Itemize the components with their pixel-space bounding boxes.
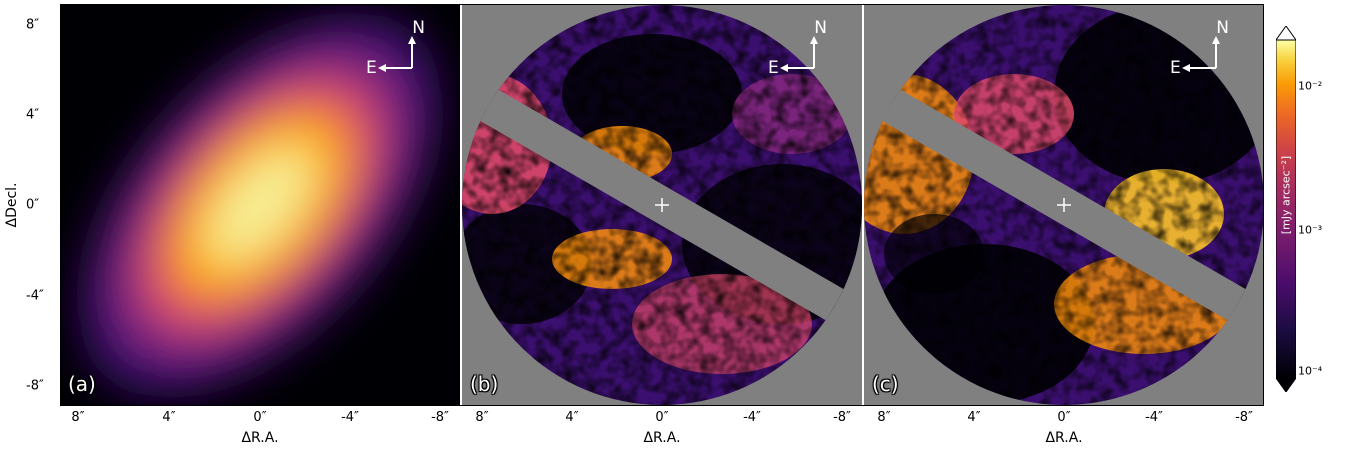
colorbar-extend-top xyxy=(1276,26,1296,41)
north-label: N xyxy=(1216,18,1229,38)
panel-c-image xyxy=(864,4,1264,406)
panel-label-c: (c) xyxy=(872,372,899,396)
y-tick-label: 0″ xyxy=(26,197,40,213)
y-tick-label: -4″ xyxy=(26,288,44,304)
x-tick-label: 8″ xyxy=(71,410,85,425)
colorbar-extend-bottom xyxy=(1276,377,1296,392)
x-axis-label: ΔR.A. xyxy=(1045,430,1083,446)
panel-b-image xyxy=(462,4,862,406)
panel-c: N E (c) xyxy=(864,4,1264,406)
east-label: E xyxy=(366,58,377,78)
colorbar-tick-label: 10⁻² xyxy=(1298,79,1323,93)
x-tick-label: 8″ xyxy=(475,410,489,425)
panel-a-image xyxy=(60,4,460,406)
compass-a: N E xyxy=(366,18,430,78)
x-axis-label: ΔR.A. xyxy=(241,430,279,446)
x-tick-label: -8″ xyxy=(431,410,449,425)
x-tick-label: 0″ xyxy=(655,410,669,425)
east-label: E xyxy=(768,58,779,78)
x-tick-label: 4″ xyxy=(967,410,981,425)
x-tick-label: -4″ xyxy=(1145,410,1163,425)
x-tick-label: 0″ xyxy=(253,410,267,425)
x-tick-label: -4″ xyxy=(743,410,761,425)
colorbar xyxy=(1276,26,1296,392)
x-tick-label: -8″ xyxy=(833,410,851,425)
y-axis-label: ΔDecl. xyxy=(3,182,20,228)
x-tick-label: 8″ xyxy=(877,410,891,425)
panel-a: N E (a) xyxy=(60,4,460,406)
y-tick-label: -8″ xyxy=(26,378,44,394)
colorbar-label: [mJy arcsec⁻²] xyxy=(1279,155,1293,235)
x-tick-label: 4″ xyxy=(565,410,579,425)
y-tick-label: 8″ xyxy=(26,17,40,33)
compass-c: N E xyxy=(1170,18,1234,78)
x-tick-label: 4″ xyxy=(162,410,176,425)
panel-label-b: (b) xyxy=(470,372,499,396)
colorbar-tick-label: 10⁻⁴ xyxy=(1298,364,1323,378)
north-label: N xyxy=(814,18,827,38)
north-label: N xyxy=(412,18,425,38)
x-axis-label: ΔR.A. xyxy=(643,430,681,446)
colorbar-tick-label: 10⁻³ xyxy=(1298,223,1323,237)
panel-label-a: (a) xyxy=(68,372,96,396)
x-tick-label: -4″ xyxy=(341,410,359,425)
x-tick-label: -8″ xyxy=(1235,410,1253,425)
x-tick-label: 0″ xyxy=(1057,410,1071,425)
panel-b: N E (b) xyxy=(462,4,862,406)
compass-b: N E xyxy=(768,18,832,78)
east-label: E xyxy=(1170,58,1181,78)
y-tick-label: 4″ xyxy=(26,107,40,123)
